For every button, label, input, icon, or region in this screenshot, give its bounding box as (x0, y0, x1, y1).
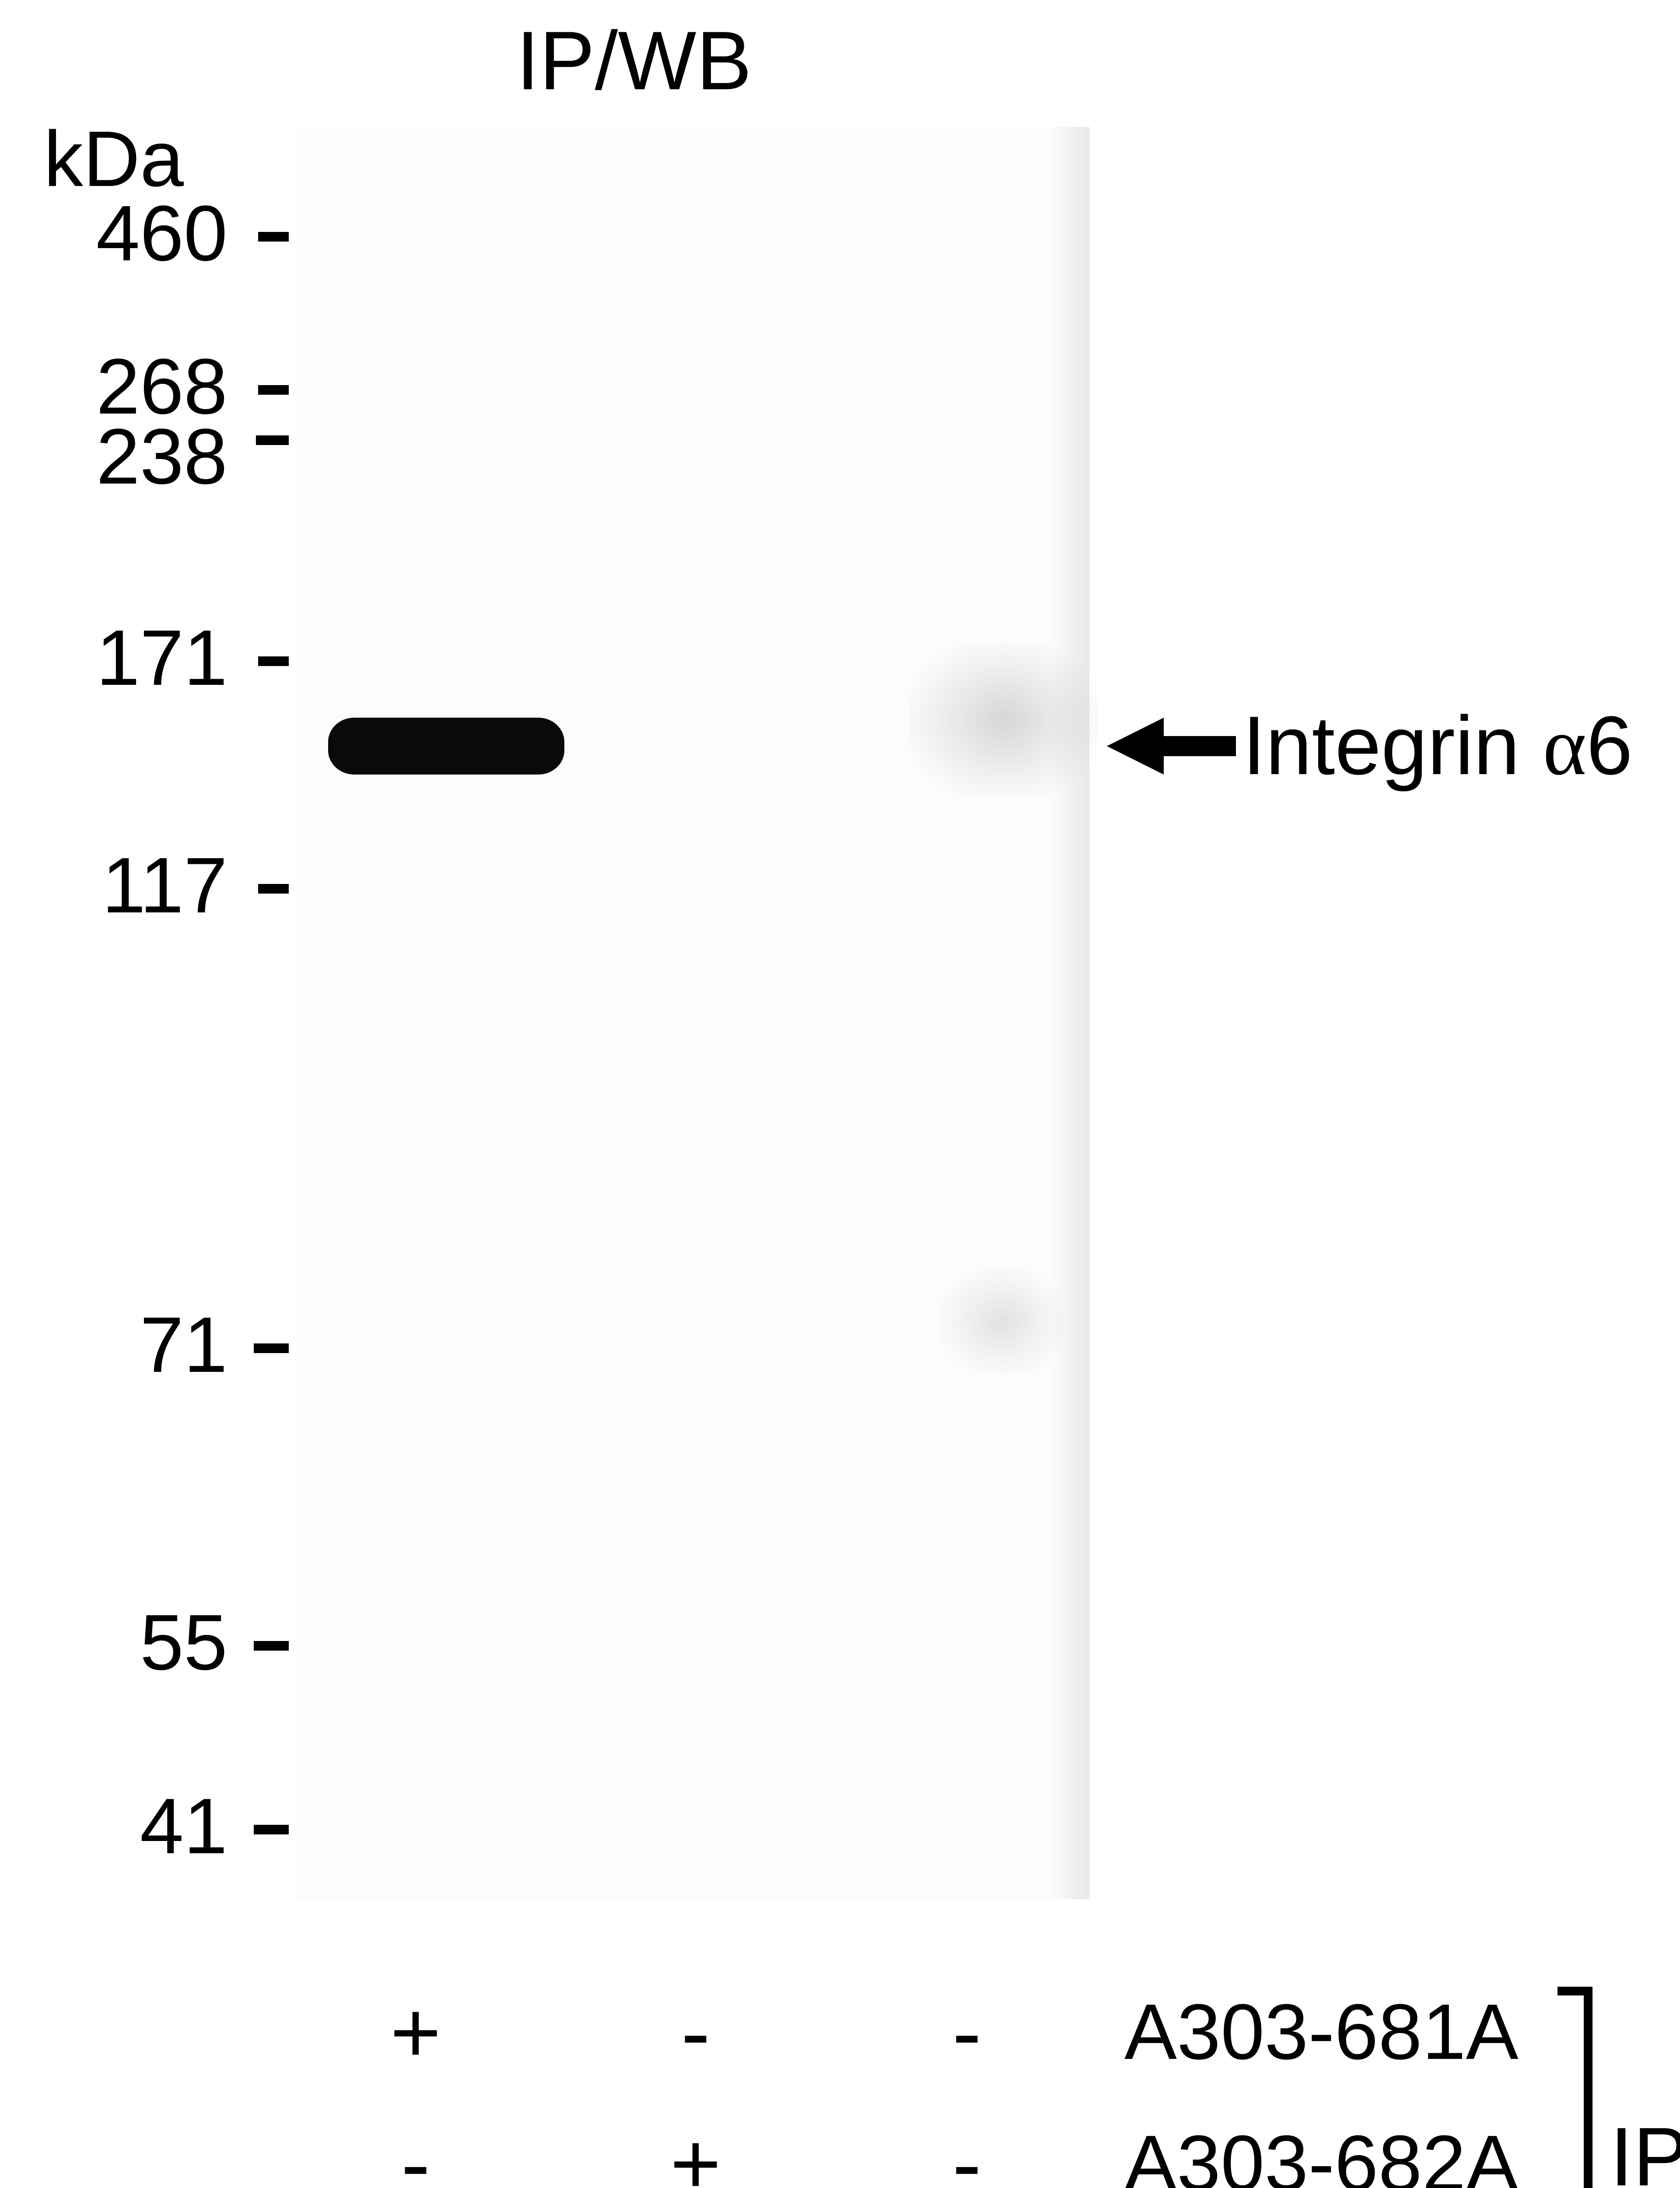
protein-label-prefix: Integrin (1242, 699, 1543, 792)
mw-tick-171 (258, 656, 289, 666)
mw-tick-55 (254, 1641, 289, 1651)
lane2-row2-symbol: + (669, 2114, 722, 2188)
lane1-row2-symbol: - (389, 2114, 442, 2188)
mw-tick-238 (256, 435, 289, 445)
mw-label-238: 238 (61, 411, 228, 502)
lane3-row2-symbol: - (941, 2114, 993, 2188)
mw-tick-117 (258, 884, 289, 894)
lane1-row1-symbol: + (389, 1982, 442, 2083)
arrow-shaft (1162, 736, 1236, 756)
protein-label-greek: α (1543, 701, 1587, 792)
ip-bracket-top-tick (1558, 1987, 1584, 1995)
mw-label-41: 41 (105, 1781, 228, 1872)
mw-label-55: 55 (105, 1597, 228, 1688)
mw-label-71: 71 (105, 1300, 228, 1390)
mw-label-117: 117 (61, 840, 228, 931)
blot-right-shadow (1050, 127, 1089, 1899)
mw-label-171: 171 (61, 613, 228, 703)
ip-row2-label: A303-682A (1124, 2118, 1519, 2188)
protein-label-suffix: 6 (1586, 699, 1633, 792)
protein-band-lane1 (328, 718, 564, 775)
figure-header: IP/WB (516, 13, 752, 109)
protein-name-label: Integrin α6 (1242, 698, 1633, 794)
ip-bracket-vertical (1584, 1987, 1592, 2188)
lane3-row1-symbol: - (941, 1982, 993, 2083)
smudge-lane3-lower (941, 1269, 1063, 1374)
western-blot-membrane (298, 127, 1089, 1899)
mw-tick-41 (254, 1825, 289, 1834)
mw-tick-268 (258, 385, 289, 395)
lane2-row1-symbol: - (669, 1982, 722, 2083)
smudge-lane3-upper (910, 643, 1098, 796)
mw-tick-71 (254, 1343, 289, 1353)
ip-row1-label: A303-681A (1124, 1987, 1519, 2077)
mw-label-460: 460 (61, 188, 228, 279)
ip-bracket-label: IP (1610, 2109, 1680, 2188)
arrow-head-icon (1107, 718, 1164, 775)
mw-tick-460 (258, 232, 289, 242)
figure-container: IP/WB kDa 460 268 238 171 117 71 55 41 I… (0, 0, 1680, 2188)
